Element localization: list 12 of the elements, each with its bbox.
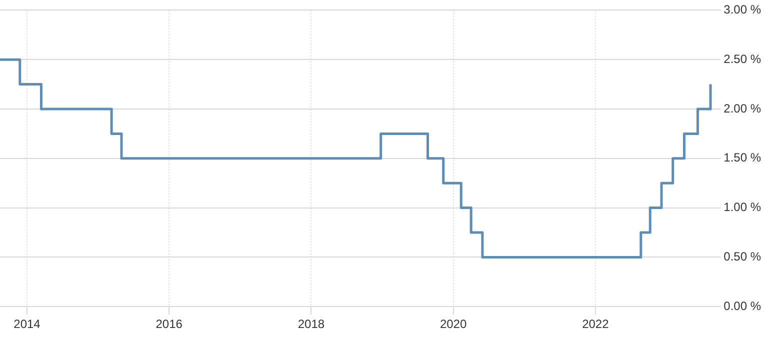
y-tick-label: 2.00 % (724, 101, 762, 116)
x-tick-label: 2022 (582, 317, 610, 332)
x-tick-label: 2018 (298, 317, 325, 332)
y-tick-label: 0.50 % (724, 250, 762, 264)
y-tick-label: 0.00 % (724, 298, 762, 313)
y-tick-label: 3.00 % (724, 2, 762, 17)
x-tick-label: 2014 (14, 317, 41, 332)
x-tick-label: 2020 (440, 317, 467, 332)
y-tick-label: 2.50 % (724, 52, 762, 66)
y-tick-label: 1.00 % (724, 200, 762, 214)
x-tick-label: 2016 (156, 317, 183, 332)
y-tick-label: 1.50 % (724, 150, 762, 165)
